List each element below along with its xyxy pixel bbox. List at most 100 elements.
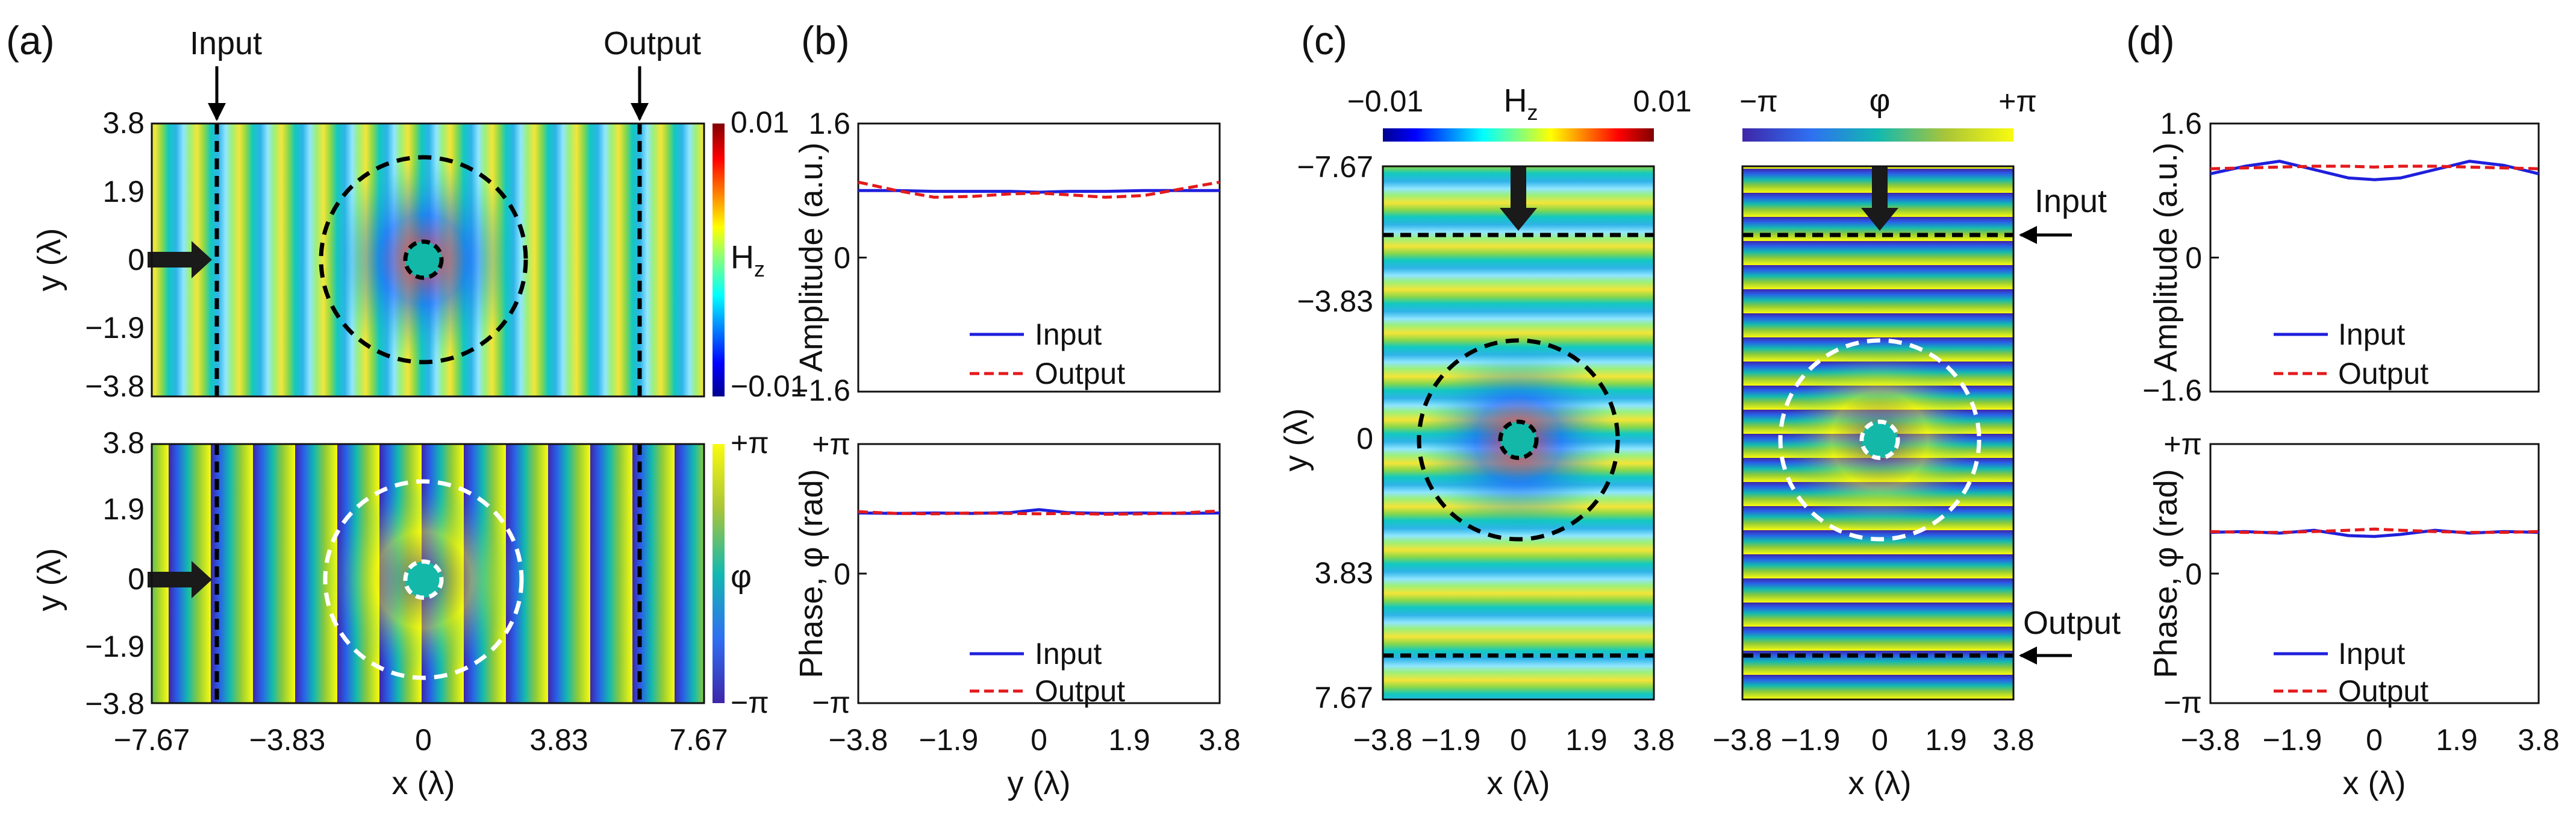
legend-label-output: Output	[2338, 357, 2428, 390]
x-tick: −3.8	[1713, 723, 1773, 757]
legend-label-input: Input	[1035, 318, 1102, 351]
legend-label-input: Input	[2338, 637, 2405, 671]
line-plot	[2210, 527, 2539, 575]
x-tick: −3.8	[2181, 723, 2241, 757]
y-tick: −3.83	[1297, 284, 1373, 318]
plot-frame	[1741, 165, 2015, 701]
series-line-input	[2210, 528, 2539, 538]
colorbar-bar	[1383, 128, 1654, 142]
colorbar-label: φ	[1869, 83, 1890, 119]
output-annotation: Output	[2023, 605, 2121, 641]
x-axis-label: x (λ)	[1487, 765, 1550, 801]
line-plot	[858, 508, 1220, 575]
legend-label-output: Output	[1035, 674, 1125, 708]
y-tick: 7.67	[1315, 681, 1373, 715]
colorbar-min: −π	[1739, 84, 1778, 118]
y-tick: −π	[2163, 686, 2202, 719]
y-tick: −1.9	[85, 630, 145, 663]
y-tick: 0	[128, 243, 145, 277]
colorbar-max: 0.01	[1633, 84, 1691, 118]
panel-label-a: (a)	[6, 18, 55, 63]
plot-frame	[151, 443, 705, 704]
y-tick: 3.83	[1315, 556, 1373, 590]
colorbar-bar	[713, 124, 725, 396]
y-tick: 1.6	[808, 107, 850, 140]
y-axis-label: y (λ)	[31, 228, 67, 292]
panel-b-bottom: +π 0 −π −3.8 −1.9 0 1.9 3.8 y (λ) Phase,…	[793, 427, 1241, 801]
colorbar-hz-c: −0.01 Hz 0.01	[1347, 83, 1692, 142]
wave-direction-arrow	[1861, 166, 1898, 231]
output-annotation: Output	[603, 25, 701, 61]
legend-label-input: Input	[1035, 637, 1102, 671]
legend-label-output: Output	[2338, 674, 2428, 708]
x-tick: −1.9	[1781, 723, 1841, 757]
y-tick: −3.8	[85, 687, 145, 721]
colorbar-min: −0.01	[731, 369, 807, 403]
colorbar-max: +π	[1998, 84, 2037, 118]
x-tick: 0	[415, 723, 432, 757]
plot-frame	[151, 122, 705, 398]
y-tick: −1.9	[85, 311, 145, 345]
y-tick: 1.9	[102, 175, 145, 208]
y-tick: 0	[834, 241, 850, 275]
x-tick: −1.9	[1421, 723, 1481, 757]
y-tick: 3.8	[102, 426, 145, 460]
line-plot	[858, 180, 1220, 258]
input-annotation: Input	[190, 25, 262, 61]
cloak-boundary	[1417, 338, 1620, 542]
y-tick: −1.6	[791, 374, 850, 407]
colorbar-label: Hz	[1504, 83, 1538, 125]
series-line-output	[2210, 164, 2539, 171]
y-tick: 0	[128, 562, 145, 596]
x-tick: 0	[1510, 723, 1527, 757]
y-axis-label: y (λ)	[1278, 408, 1314, 472]
x-axis-label: x (λ)	[392, 765, 455, 801]
y-tick: 1.9	[102, 492, 145, 526]
x-tick: 1.9	[2436, 723, 2478, 757]
series-line-input	[2210, 160, 2539, 181]
y-axis-label: Amplitude (a.u.)	[2148, 142, 2184, 372]
cloaked-object	[1859, 419, 1900, 460]
colorbar-phase-a: +π −π φ	[713, 426, 769, 719]
x-tick: 3.8	[2518, 723, 2560, 757]
y-tick: −7.67	[1297, 150, 1373, 184]
x-tick: 1.9	[1565, 723, 1608, 757]
wave-direction-arrow	[148, 241, 212, 278]
legend-label-output: Output	[1035, 357, 1125, 390]
y-tick: 0	[2185, 557, 2202, 591]
x-axis-label: y (λ)	[1008, 765, 1071, 801]
wave-direction-arrow	[1500, 166, 1537, 231]
x-tick: 3.8	[1633, 723, 1675, 757]
colorbar-label: φ	[731, 559, 752, 595]
panel-b-top: 1.6 0 −1.6 Amplitude (a.u.) Input Output	[791, 107, 1221, 407]
panel-d-bottom: +π 0 −π −3.8 −1.9 0 1.9 3.8 x (λ) Phase,…	[2148, 427, 2560, 801]
cloaked-object	[1498, 419, 1539, 460]
panel-label-c: (c)	[1301, 18, 1347, 63]
x-axis-label: x (λ)	[2343, 765, 2406, 801]
x-tick: 0	[1871, 723, 1888, 757]
plot-frame	[1382, 165, 1655, 701]
panel-a-top: 3.8 1.9 0 −1.9 −3.8 y (λ)	[31, 106, 705, 403]
cloak-boundary	[319, 155, 528, 365]
x-tick: −3.8	[1353, 723, 1413, 757]
y-tick: 3.8	[102, 106, 145, 140]
x-tick: 7.67	[669, 723, 728, 757]
panel-c-left: −7.67 −3.83 0 3.83 7.67 −3.8 −1.9 0 1.9 …	[1278, 150, 1675, 801]
colorbar-label: Hz	[731, 239, 765, 281]
x-tick: 3.83	[529, 723, 588, 757]
panel-d-top: 1.6 0 −1.6 Amplitude (a.u.) Input Output	[2142, 107, 2540, 407]
colorbar-bar	[1742, 128, 2013, 142]
y-tick: −1.6	[2142, 374, 2202, 407]
colorbar-max: +π	[731, 426, 769, 460]
x-tick: −3.8	[829, 723, 888, 757]
colorbar-hz-a: 0.01 −0.01 Hz	[713, 105, 807, 403]
y-tick: +π	[2163, 427, 2202, 461]
panel-c-right: −3.8 −1.9 0 1.9 3.8 x (λ) Input Output	[1713, 165, 2121, 801]
series-line-output	[2210, 527, 2539, 534]
colorbar-bar	[713, 444, 725, 703]
line-plot	[2210, 160, 2539, 258]
colorbar-min: −π	[731, 686, 769, 719]
y-axis-label: Phase, φ (rad)	[2148, 469, 2184, 678]
y-tick: 1.6	[2160, 107, 2202, 140]
input-annotation: Input	[2035, 183, 2107, 219]
